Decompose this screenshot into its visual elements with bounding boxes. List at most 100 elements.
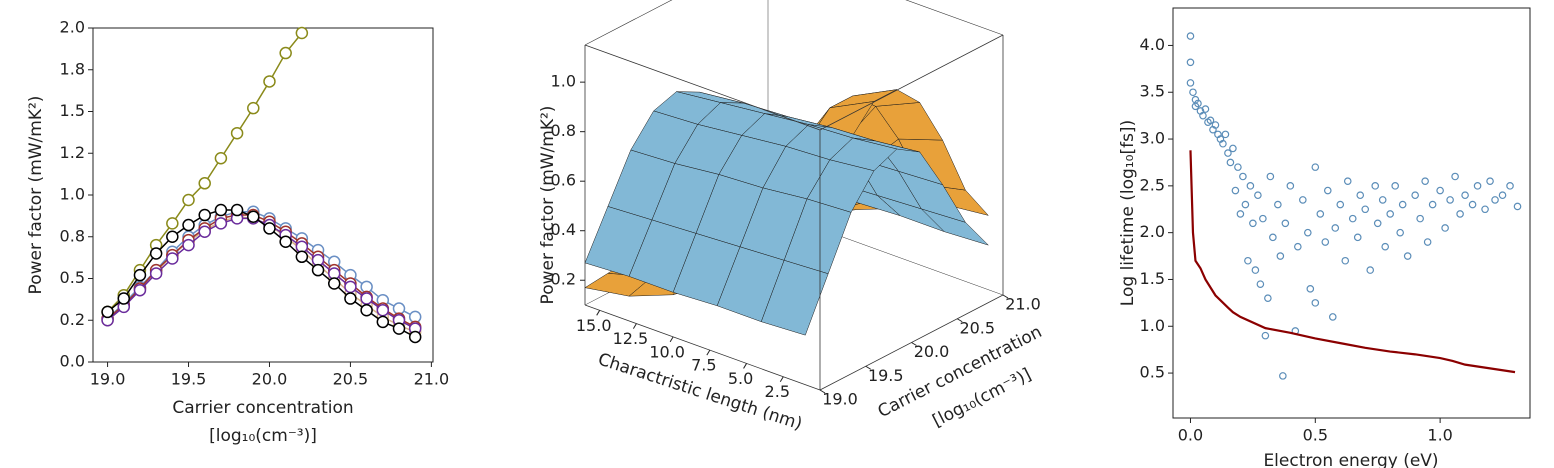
y-tick-label: 1.0 bbox=[60, 185, 85, 204]
scatter-point bbox=[1194, 99, 1202, 108]
scatter-point bbox=[1276, 252, 1285, 260]
scatter-point bbox=[1428, 200, 1437, 209]
surface-patch bbox=[760, 259, 829, 336]
x-axis-label: [log₁₀(cm⁻³)] bbox=[209, 426, 317, 446]
scatter-point bbox=[1246, 182, 1255, 190]
scatter-point bbox=[1423, 238, 1432, 246]
y-tick-label: 10.0 bbox=[649, 342, 685, 361]
y-tick-label: 0.5 bbox=[1140, 363, 1165, 382]
scatter-point bbox=[1353, 233, 1362, 242]
marker bbox=[360, 303, 373, 317]
scatter-point bbox=[1299, 196, 1307, 204]
scatter-point bbox=[1323, 186, 1332, 195]
scatter-point bbox=[1373, 219, 1382, 228]
marker bbox=[214, 152, 228, 165]
marker bbox=[263, 75, 276, 88]
marker bbox=[230, 126, 244, 140]
marker bbox=[166, 217, 179, 230]
y-axis-label: Log lifetime (log₁₀[fs]) bbox=[1118, 120, 1138, 306]
marker bbox=[360, 292, 373, 305]
scatter-point bbox=[1356, 191, 1365, 200]
x-tick-label: 21.0 bbox=[414, 370, 450, 389]
scatter-point bbox=[1513, 202, 1522, 211]
marker bbox=[214, 203, 228, 217]
box-edge bbox=[905, 0, 1004, 36]
scatter-point bbox=[1461, 191, 1469, 200]
box-edge bbox=[819, 34, 1004, 131]
marker bbox=[214, 217, 228, 230]
box-edge bbox=[584, 0, 673, 46]
y-tick-label: 0.5 bbox=[60, 268, 85, 287]
scatter-point bbox=[1279, 372, 1287, 380]
scatter-point bbox=[1306, 285, 1315, 293]
marker bbox=[182, 238, 195, 252]
x-tick-label: 1.0 bbox=[1427, 426, 1452, 445]
y-tick-label: 2.0 bbox=[1140, 222, 1165, 241]
scatter-point bbox=[1231, 186, 1240, 195]
y-tick bbox=[669, 336, 674, 343]
marker bbox=[279, 46, 292, 60]
scatter-point bbox=[1221, 130, 1230, 139]
scatter-point bbox=[1366, 266, 1375, 274]
scatter-point bbox=[1294, 242, 1302, 251]
scatter-point bbox=[1341, 256, 1350, 265]
marker bbox=[344, 292, 357, 305]
scatter-point bbox=[1286, 182, 1295, 190]
z-axis-label: Power factor (mW/mK²) bbox=[538, 106, 558, 305]
scatter-point bbox=[1456, 210, 1464, 218]
scatter-point bbox=[1321, 238, 1330, 246]
marker bbox=[311, 263, 325, 277]
y-tick-label: 3.5 bbox=[1140, 82, 1165, 101]
scatter-point bbox=[1186, 32, 1195, 40]
x-tick-label: 0.5 bbox=[1303, 426, 1328, 445]
x-tick bbox=[911, 342, 917, 346]
x-tick-label: 19.5 bbox=[868, 366, 904, 385]
y-tick-label: 5.0 bbox=[728, 369, 753, 388]
marker bbox=[198, 208, 211, 222]
scatter-point bbox=[1378, 196, 1387, 204]
scatter-point bbox=[1441, 224, 1449, 232]
y-tick-label: 2.5 bbox=[765, 382, 790, 401]
scatter-point bbox=[1398, 200, 1407, 209]
scatter-point bbox=[1304, 228, 1312, 237]
marker bbox=[295, 250, 309, 264]
y-tick-label: 0.8 bbox=[60, 226, 85, 245]
x-tick bbox=[1002, 294, 1009, 299]
x-tick-label: 20.0 bbox=[252, 370, 288, 389]
scatter-point bbox=[1498, 191, 1507, 200]
z-tick-label: 0.8 bbox=[551, 121, 576, 140]
scatter-point bbox=[1421, 177, 1429, 185]
z-tick-label: 1.0 bbox=[551, 72, 576, 91]
scatter-point bbox=[1226, 158, 1235, 167]
x-tick-label: 20.5 bbox=[959, 318, 995, 337]
scatter-point bbox=[1239, 172, 1247, 181]
marker bbox=[376, 303, 390, 317]
marker bbox=[408, 330, 422, 344]
x-axis-label: Carrier concentration bbox=[172, 398, 353, 418]
x-tick-label: 19.5 bbox=[171, 370, 207, 389]
scatter-point bbox=[1229, 144, 1237, 153]
y-tick-label: 1.5 bbox=[1140, 269, 1165, 288]
x-tick-label: 19.0 bbox=[90, 370, 126, 389]
scatter-point bbox=[1266, 172, 1275, 181]
z-tick-label: 0.6 bbox=[551, 171, 576, 190]
marker bbox=[263, 222, 276, 235]
scatter-point bbox=[1391, 182, 1399, 190]
y-tick-label: 3.0 bbox=[1140, 129, 1165, 148]
marker bbox=[230, 203, 244, 217]
marker bbox=[327, 277, 341, 290]
scatter-point bbox=[1481, 205, 1489, 214]
marker bbox=[344, 280, 357, 294]
scatter-point bbox=[1251, 266, 1260, 274]
scatter-point bbox=[1506, 182, 1514, 190]
marker bbox=[295, 26, 309, 40]
y-tick bbox=[743, 363, 747, 369]
y-tick-label: 12.5 bbox=[613, 329, 649, 348]
z-tick-label: 0.2 bbox=[551, 270, 576, 289]
scatter-point bbox=[1486, 177, 1494, 185]
scatter-point bbox=[1264, 294, 1272, 302]
y-tick-label: 4.0 bbox=[1140, 35, 1165, 54]
x-tick-label: 19.0 bbox=[822, 390, 858, 409]
plot-frame bbox=[1172, 7, 1531, 419]
x-tick bbox=[956, 318, 963, 323]
